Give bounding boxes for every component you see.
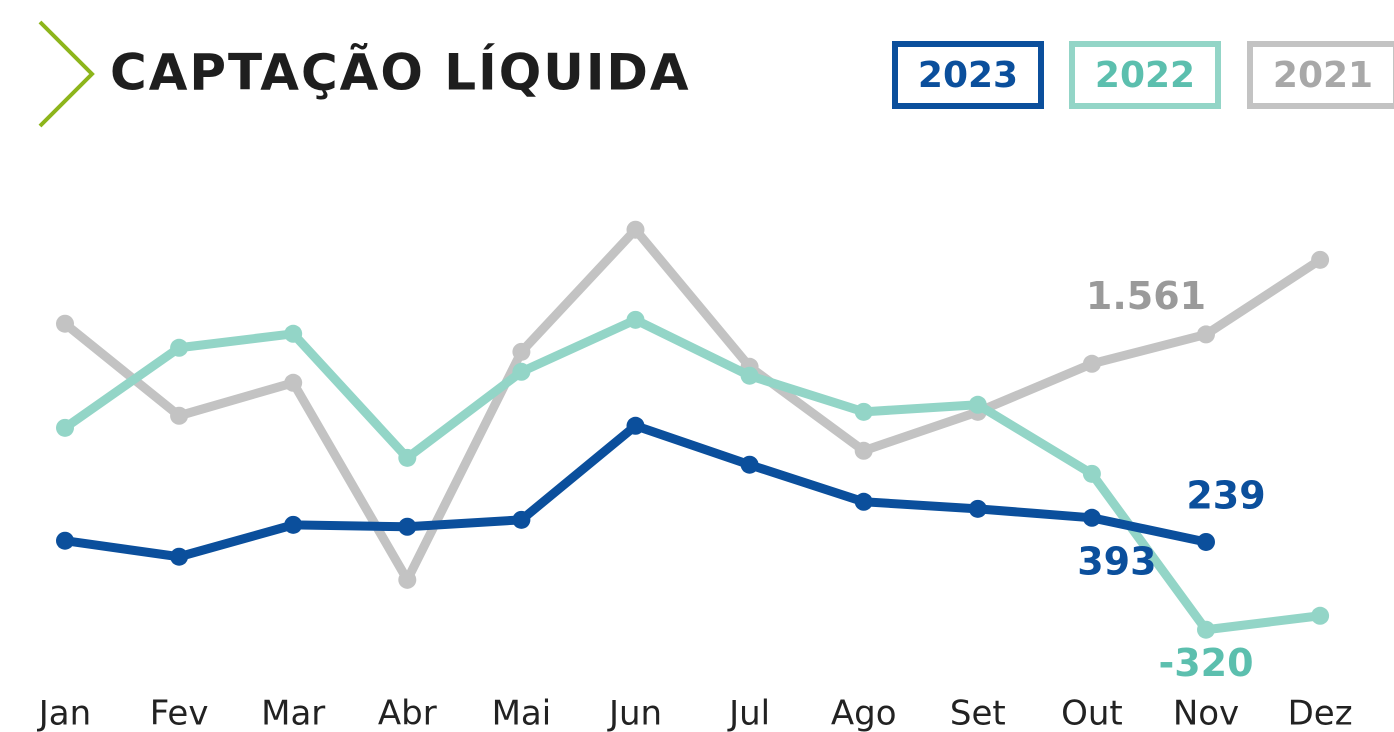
data-point [854,441,873,460]
series-line [64,421,1207,562]
data-point [1311,250,1330,269]
data-point [170,547,189,566]
data-point [740,366,759,385]
x-tick-label: Mai [492,694,552,732]
data-point [854,402,873,421]
data-point [284,515,303,534]
legend-box [892,41,1044,109]
series-line [62,225,1323,585]
data-point [170,338,189,357]
data-point [968,395,987,414]
x-tick-label: Out [1061,694,1123,732]
title-chevron [38,20,95,128]
data-point [1197,325,1215,344]
data-point [740,455,759,474]
data-point [512,362,531,381]
legend-label: 2022 [1095,55,1195,96]
data-point [398,570,417,589]
data-point [512,342,531,361]
x-tick-label: Jul [727,694,770,732]
legend-box [1069,41,1221,109]
data-point [170,406,189,425]
data-label: -320 [1158,641,1253,685]
data-point [1082,354,1101,373]
data-point [854,492,873,511]
data-point [56,531,74,550]
data-point [56,314,74,333]
x-tick-label: Nov [1173,694,1239,732]
data-point [968,499,987,518]
data-point [1082,508,1101,527]
data-point [626,220,645,239]
x-tick-label: Jan [37,694,91,732]
label-bg [1088,274,1204,323]
data-point [1197,532,1215,551]
x-tick-label: Fev [150,694,209,732]
data-label: 239 [1186,473,1265,517]
data-point [626,310,645,329]
data-point [1197,620,1215,639]
data-point [398,517,417,536]
data-point [284,324,303,343]
x-tick-label: Abr [378,694,437,732]
data-point [284,373,303,392]
data-label: 1.561 [1086,274,1206,318]
data-point [56,418,74,437]
data-point [1311,606,1330,625]
data-point [626,416,645,435]
x-tick-label: Ago [831,694,897,732]
x-tick-label: Jun [607,694,662,732]
legend-label: 2023 [918,55,1018,96]
data-point [512,510,531,529]
legend-label: 2021 [1273,55,1373,96]
legend-box [1247,41,1394,109]
x-tick-label: Dez [1288,694,1353,732]
data-point [398,448,417,467]
data-label: 393 [1077,539,1156,583]
x-tick-label: Set [950,694,1006,732]
x-tick-label: Mar [261,694,325,732]
chart-title: CAPTAÇÃO LÍQUIDA [110,43,691,102]
data-point [1082,464,1101,483]
series-line [62,315,1321,635]
